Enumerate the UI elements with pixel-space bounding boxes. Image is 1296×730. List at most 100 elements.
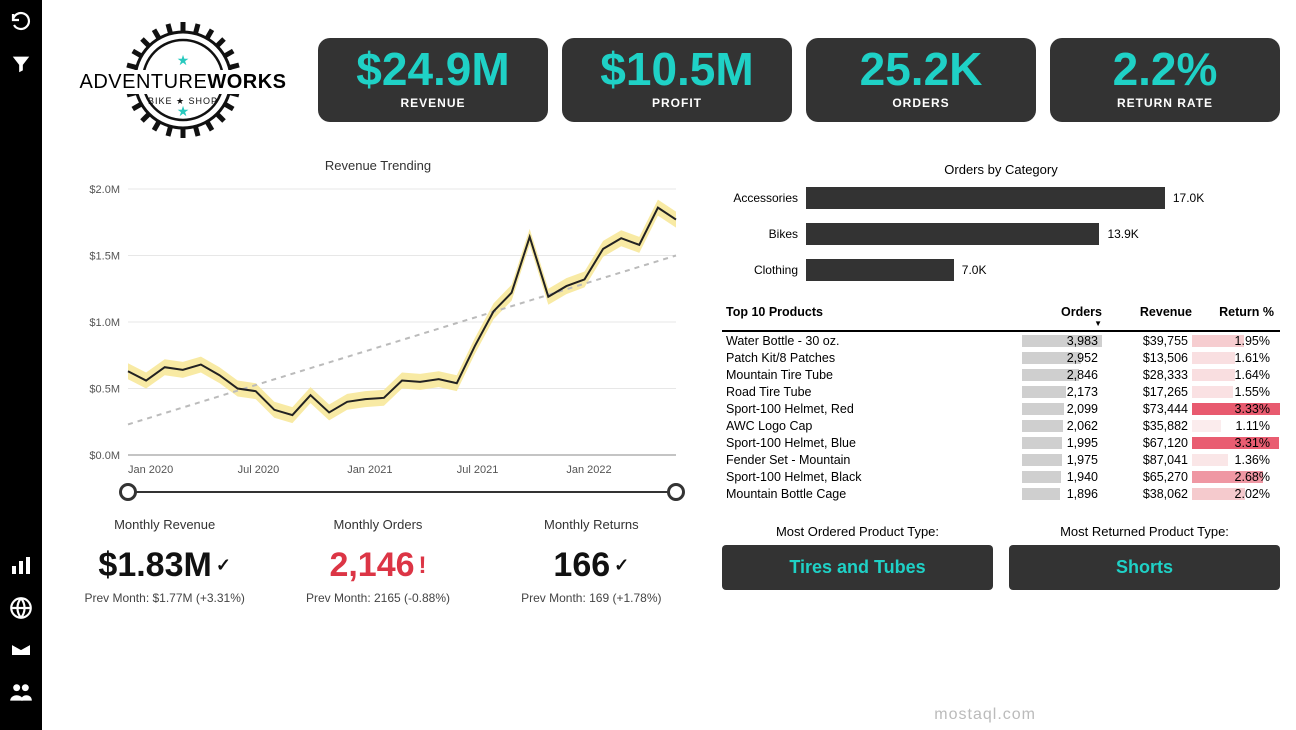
kpi-monthly-orders[interactable]: Monthly Orders 2,146! Prev Month: 2165 (… [271,517,484,605]
cell-return: 1.55% [1192,385,1280,399]
category-bar[interactable]: Clothing 7.0K [722,259,1280,281]
cell-orders: 1,896 [1022,487,1102,501]
kpi-revenue[interactable]: $24.9M REVENUE [318,38,548,122]
cell-name: Mountain Tire Tube [722,368,1022,382]
table-row[interactable]: Mountain Tire Tube 2,846 $28,333 1.64% [722,366,1280,383]
slider-handle-start[interactable] [119,483,137,501]
svg-text:BIKE ★ SHOP: BIKE ★ SHOP [148,96,218,106]
table-row[interactable]: Patch Kit/8 Patches 2,952 $13,506 1.61% [722,349,1280,366]
cell-revenue: $28,333 [1102,368,1192,382]
column-header-return[interactable]: Return % [1192,305,1280,327]
table-title: Top 10 Products [722,305,1022,327]
cell-name: Patch Kit/8 Patches [722,351,1022,365]
filter-icon[interactable] [7,50,35,78]
cell-revenue: $39,755 [1102,334,1192,348]
bar-fill [806,259,954,281]
card-value: Tires and Tubes [722,545,993,590]
revenue-chart-area: Revenue Trending $0.0M$0.5M$1.0M$1.5M$2.… [58,158,698,605]
category-bar[interactable]: Bikes 13.9K [722,223,1280,245]
warn-icon: ! [419,552,427,580]
card-title: Most Returned Product Type: [1009,524,1280,539]
table-row[interactable]: Fender Set - Mountain 1,975 $87,041 1.36… [722,451,1280,468]
brand-logo: ★ ★ BIKE ★ SHOP ADVENTUREWORKS [58,10,308,150]
top-products-table[interactable]: Top 10 Products Orders ▼ Revenue Return … [722,305,1280,502]
cell-return: 1.11% [1192,419,1280,433]
cell-name: Sport-100 Helmet, Black [722,470,1022,484]
cell-revenue: $67,120 [1102,436,1192,450]
cell-orders: 3,983 [1022,334,1102,348]
check-icon: ✓ [216,555,231,576]
cell-orders: 2,952 [1022,351,1102,365]
small-kpi-value: 166 [553,546,610,585]
bar-label: Accessories [722,191,806,205]
table-row[interactable]: Sport-100 Helmet, Blue 1,995 $67,120 3.3… [722,434,1280,451]
revenue-line-chart[interactable]: $0.0M$0.5M$1.0M$1.5M$2.0MJan 2020Jul 202… [58,179,698,479]
back-icon[interactable] [7,8,35,36]
column-header-orders[interactable]: Orders ▼ [1022,305,1102,327]
category-bar[interactable]: Accessories 17.0K [722,187,1280,209]
cell-orders: 1,995 [1022,436,1102,450]
bar-value: 17.0K [1165,191,1204,205]
table-row[interactable]: Water Bottle - 30 oz. 3,983 $39,755 1.95… [722,332,1280,349]
slider-handle-end[interactable] [667,483,685,501]
time-slider[interactable] [128,491,676,493]
category-bar-chart[interactable]: Accessories 17.0K Bikes 13.9K Clothing 7… [722,187,1280,281]
kpi-monthly-revenue[interactable]: Monthly Revenue $1.83M✓ Prev Month: $1.7… [58,517,271,605]
users-icon[interactable] [7,678,35,706]
svg-text:$2.0M: $2.0M [89,184,120,196]
cell-return: 1.64% [1192,368,1280,382]
small-kpi-value: $1.83M [98,546,211,585]
kpi-profit[interactable]: $10.5M PROFIT [562,38,792,122]
table-row[interactable]: Mountain Bottle Cage 1,896 $38,062 2.02% [722,485,1280,502]
sidebar [0,0,42,730]
small-kpi-prev: Prev Month: 2165 (-0.88%) [271,591,484,605]
cell-return: 2.02% [1192,487,1280,501]
most-ordered-card[interactable]: Most Ordered Product Type: Tires and Tub… [722,524,993,590]
mail-icon[interactable] [7,636,35,664]
cell-name: Sport-100 Helmet, Blue [722,436,1022,450]
chart-title: Revenue Trending [58,158,698,173]
kpi-label: REVENUE [400,96,465,110]
svg-text:$1.5M: $1.5M [89,251,120,263]
svg-text:Jan 2021: Jan 2021 [347,464,392,476]
table-row[interactable]: AWC Logo Cap 2,062 $35,882 1.11% [722,417,1280,434]
svg-text:$0.5M: $0.5M [89,384,120,396]
dashboard-main: ★ ★ BIKE ★ SHOP ADVENTUREWORKS $24.9M RE… [42,0,1296,730]
table-row[interactable]: Road Tire Tube 2,173 $17,265 1.55% [722,383,1280,400]
cell-orders: 1,975 [1022,453,1102,467]
sort-desc-icon: ▼ [1022,320,1102,327]
cell-name: Mountain Bottle Cage [722,487,1022,501]
cell-return: 1.61% [1192,351,1280,365]
chart-icon[interactable] [7,552,35,580]
cell-name: Sport-100 Helmet, Red [722,402,1022,416]
small-kpi-prev: Prev Month: $1.77M (+3.31%) [58,591,271,605]
kpi-monthly-returns[interactable]: Monthly Returns 166✓ Prev Month: 169 (+1… [485,517,698,605]
most-returned-card[interactable]: Most Returned Product Type: Shorts [1009,524,1280,590]
watermark: mostaql.com [934,706,1036,724]
cell-orders: 2,173 [1022,385,1102,399]
cell-return: 3.33% [1192,402,1280,416]
cell-return: 3.31% [1192,436,1280,450]
cell-return: 1.36% [1192,453,1280,467]
kpi-value: 2.2% [1113,46,1218,92]
kpi-label: ORDERS [892,96,949,110]
kpi-label: PROFIT [652,96,702,110]
table-row[interactable]: Sport-100 Helmet, Black 1,940 $65,270 2.… [722,468,1280,485]
table-row[interactable]: Sport-100 Helmet, Red 2,099 $73,444 3.33… [722,400,1280,417]
kpi-row: $24.9M REVENUE $10.5M PROFIT 25.2K ORDER… [318,38,1280,122]
kpi-return-rate[interactable]: 2.2% RETURN RATE [1050,38,1280,122]
small-kpi-title: Monthly Orders [271,517,484,532]
cell-revenue: $87,041 [1102,453,1192,467]
category-chart-title: Orders by Category [722,158,1280,177]
bar-value: 13.9K [1099,227,1138,241]
check-icon: ✓ [614,555,629,576]
kpi-orders[interactable]: 25.2K ORDERS [806,38,1036,122]
column-header-revenue[interactable]: Revenue [1102,305,1192,327]
kpi-value: $24.9M [356,46,509,92]
card-title: Most Ordered Product Type: [722,524,993,539]
svg-text:ADVENTUREWORKS: ADVENTUREWORKS [79,71,286,93]
cell-name: Road Tire Tube [722,385,1022,399]
globe-icon[interactable] [7,594,35,622]
cell-revenue: $17,265 [1102,385,1192,399]
cell-name: AWC Logo Cap [722,419,1022,433]
